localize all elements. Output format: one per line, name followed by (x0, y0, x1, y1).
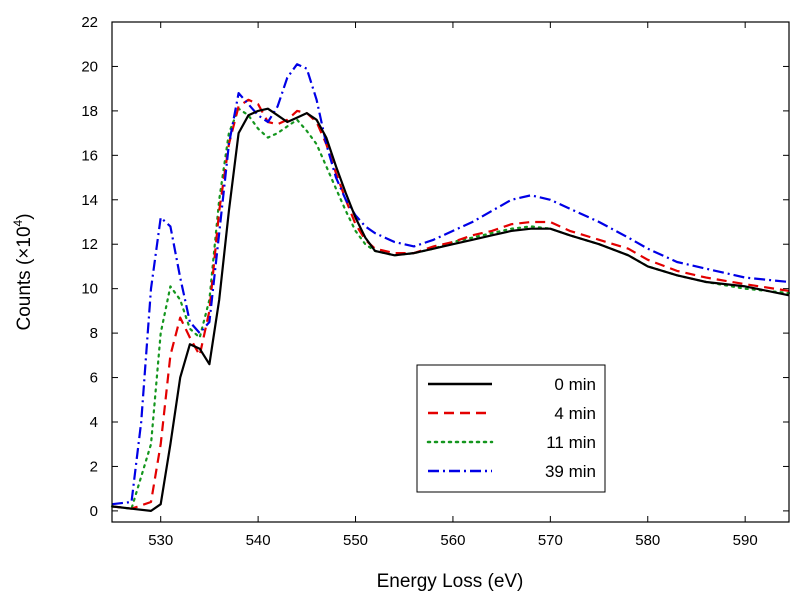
y-tick-label: 8 (90, 325, 98, 342)
y-tick-label: 4 (90, 414, 98, 431)
y-tick-label: 14 (81, 192, 98, 209)
y-tick-label: 2 (90, 458, 98, 475)
y-axis-title-main: Counts (×10 (14, 226, 35, 330)
y-tick-label: 10 (81, 281, 98, 298)
y-tick-label: 22 (81, 14, 98, 31)
legend-label: 0 min (554, 375, 596, 394)
plot-frame (111, 21, 790, 523)
y-tick-label: 20 (81, 58, 98, 75)
y-tick-label: 0 (90, 503, 98, 520)
series-line (111, 98, 790, 510)
y-tick-label: 6 (90, 370, 98, 387)
x-tick-label: 540 (246, 532, 271, 549)
legend-box (416, 364, 606, 493)
y-tick-label: 12 (81, 236, 98, 253)
legend-label: 11 min (546, 433, 596, 452)
x-axis-title: Energy Loss (eV) (377, 571, 524, 592)
series-layer (110, 63, 790, 512)
series-line (111, 107, 790, 512)
y-tick-label: 16 (81, 147, 98, 164)
x-tick-label: 530 (148, 532, 173, 549)
series-line (111, 63, 790, 506)
legend-label: 39 min (545, 462, 596, 481)
series-line (110, 107, 790, 510)
y-axis-title-close: ) (14, 213, 35, 219)
legend-label: 4 min (554, 404, 596, 423)
legend: 0 min 4 min 11 min 39 min (416, 364, 606, 493)
x-tick-label: 550 (343, 532, 368, 549)
x-tick-label: 580 (635, 532, 660, 549)
x-tick-label: 590 (733, 532, 758, 549)
x-tick-label: 560 (440, 532, 465, 549)
y-axis-title-exponent: 4 (11, 219, 25, 226)
ticks-layer: 530 540 550 560 570 580 590 0 2 4 6 8 10 12 14 16 18 20 22 (81, 14, 789, 549)
y-axis-title: Counts (×104) (11, 213, 35, 330)
y-tick-label: 18 (81, 103, 98, 120)
x-tick-label: 570 (538, 532, 563, 549)
